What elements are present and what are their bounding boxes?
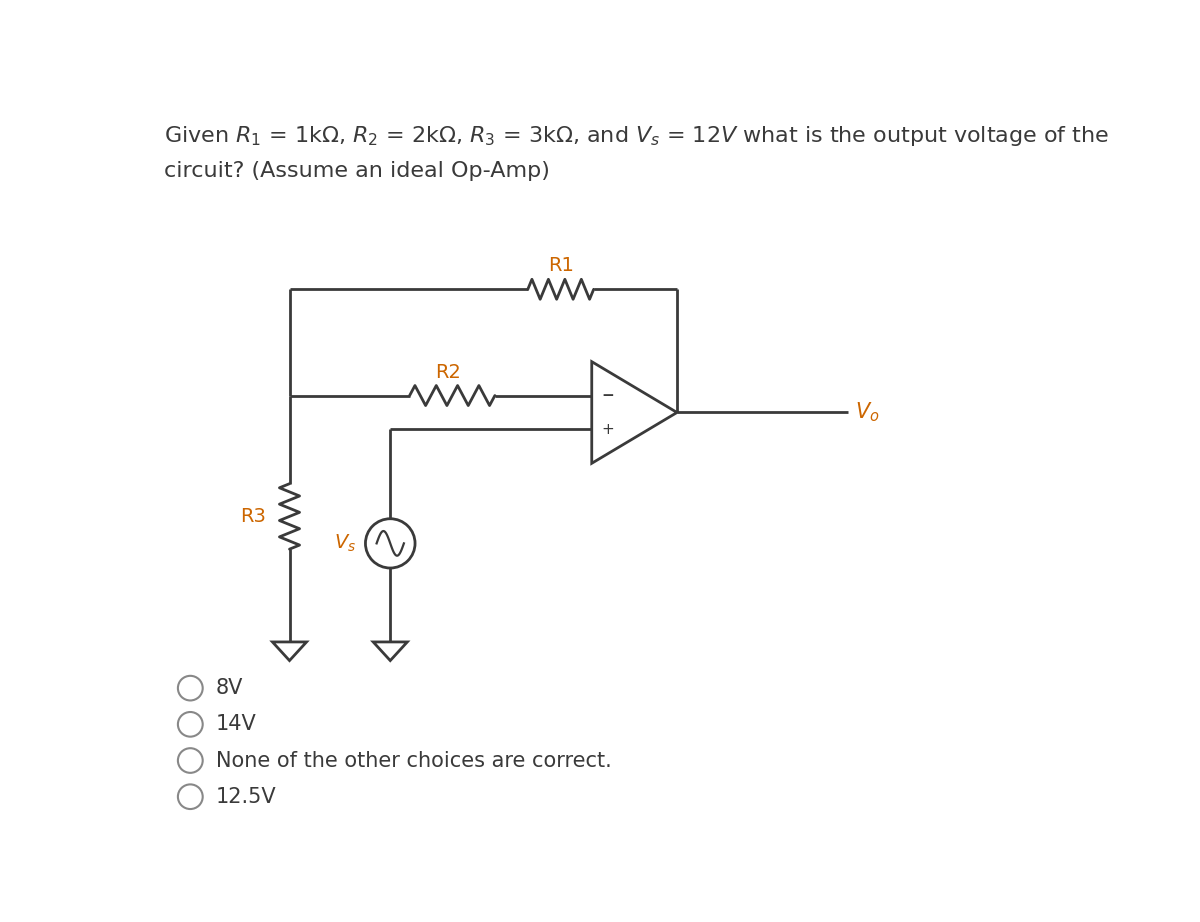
Text: −: − bbox=[602, 388, 614, 403]
Text: 8V: 8V bbox=[216, 679, 244, 698]
Text: Given $R_1$ = 1k$\Omega$, $R_2$ = 2k$\Omega$, $R_3$ = 3k$\Omega$, and $V_s$ = 12: Given $R_1$ = 1k$\Omega$, $R_2$ = 2k$\Om… bbox=[164, 124, 1109, 148]
Text: R2: R2 bbox=[436, 362, 461, 382]
Text: 12.5V: 12.5V bbox=[216, 786, 276, 807]
Text: $V_s$: $V_s$ bbox=[334, 533, 356, 554]
Text: 14V: 14V bbox=[216, 715, 257, 734]
Text: R1: R1 bbox=[548, 256, 574, 276]
Text: R3: R3 bbox=[240, 507, 266, 526]
Text: +: + bbox=[602, 422, 614, 437]
Text: $V_o$: $V_o$ bbox=[856, 401, 880, 424]
Text: circuit? (Assume an ideal Op-Amp): circuit? (Assume an ideal Op-Amp) bbox=[164, 160, 550, 181]
Text: None of the other choices are correct.: None of the other choices are correct. bbox=[216, 751, 612, 771]
